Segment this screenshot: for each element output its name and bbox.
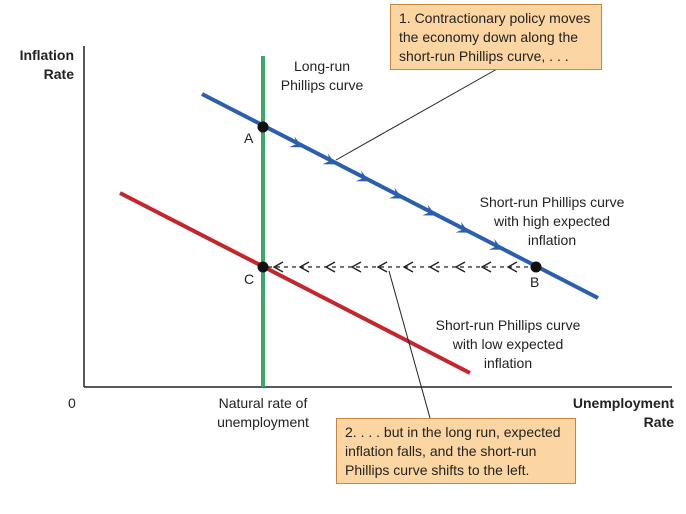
movement-arrows (289, 136, 503, 250)
movement-arrowhead (422, 204, 436, 216)
x-axis-title: Unemployment Rate (572, 395, 674, 430)
movement-arrowhead (289, 136, 303, 148)
callout-line-1 (335, 68, 498, 161)
movement-arrowhead (388, 187, 403, 199)
point-c-label: C (244, 271, 255, 287)
shift-arrowhead (428, 261, 440, 273)
shift-arrowhead (272, 261, 284, 273)
shift-arrowheads (272, 261, 518, 273)
shift-arrowhead (350, 261, 362, 273)
lrpc-label: Long-run Phillips curve (280, 58, 364, 93)
srpc-low-label: Short-run Phillips curve with low expect… (435, 317, 581, 371)
shift-arrowhead (298, 261, 310, 273)
point-a-label: A (244, 130, 254, 146)
point-c-marker (257, 261, 269, 273)
shift-arrowhead (454, 261, 466, 273)
callout-line-2 (388, 270, 431, 419)
annotation-box-1: 1. Contractionary policy moves the econo… (390, 4, 602, 70)
movement-arrowhead (322, 153, 336, 165)
shift-arrowhead (506, 261, 518, 273)
y-axis-title: Inflation Rate (19, 47, 74, 82)
movement-arrowhead (488, 238, 503, 250)
point-b-marker (530, 261, 542, 273)
movement-arrowhead (455, 221, 469, 233)
point-a-marker (257, 121, 269, 133)
natural-rate-label: Natural rate of unemployment (217, 395, 309, 430)
shift-arrowhead (480, 261, 492, 273)
movement-arrowhead (355, 170, 370, 182)
annotation-box-2: 2. . . . but in the long run, expected i… (336, 418, 576, 484)
origin-label: 0 (68, 395, 76, 411)
srpc-high-label: Short-run Phillips curve with high expec… (479, 194, 625, 248)
srpc-low-line (119, 191, 471, 375)
shift-arrowhead (376, 261, 388, 273)
shift-arrowhead (402, 261, 414, 273)
shift-arrowhead (324, 261, 336, 273)
point-b-label: B (530, 274, 540, 290)
